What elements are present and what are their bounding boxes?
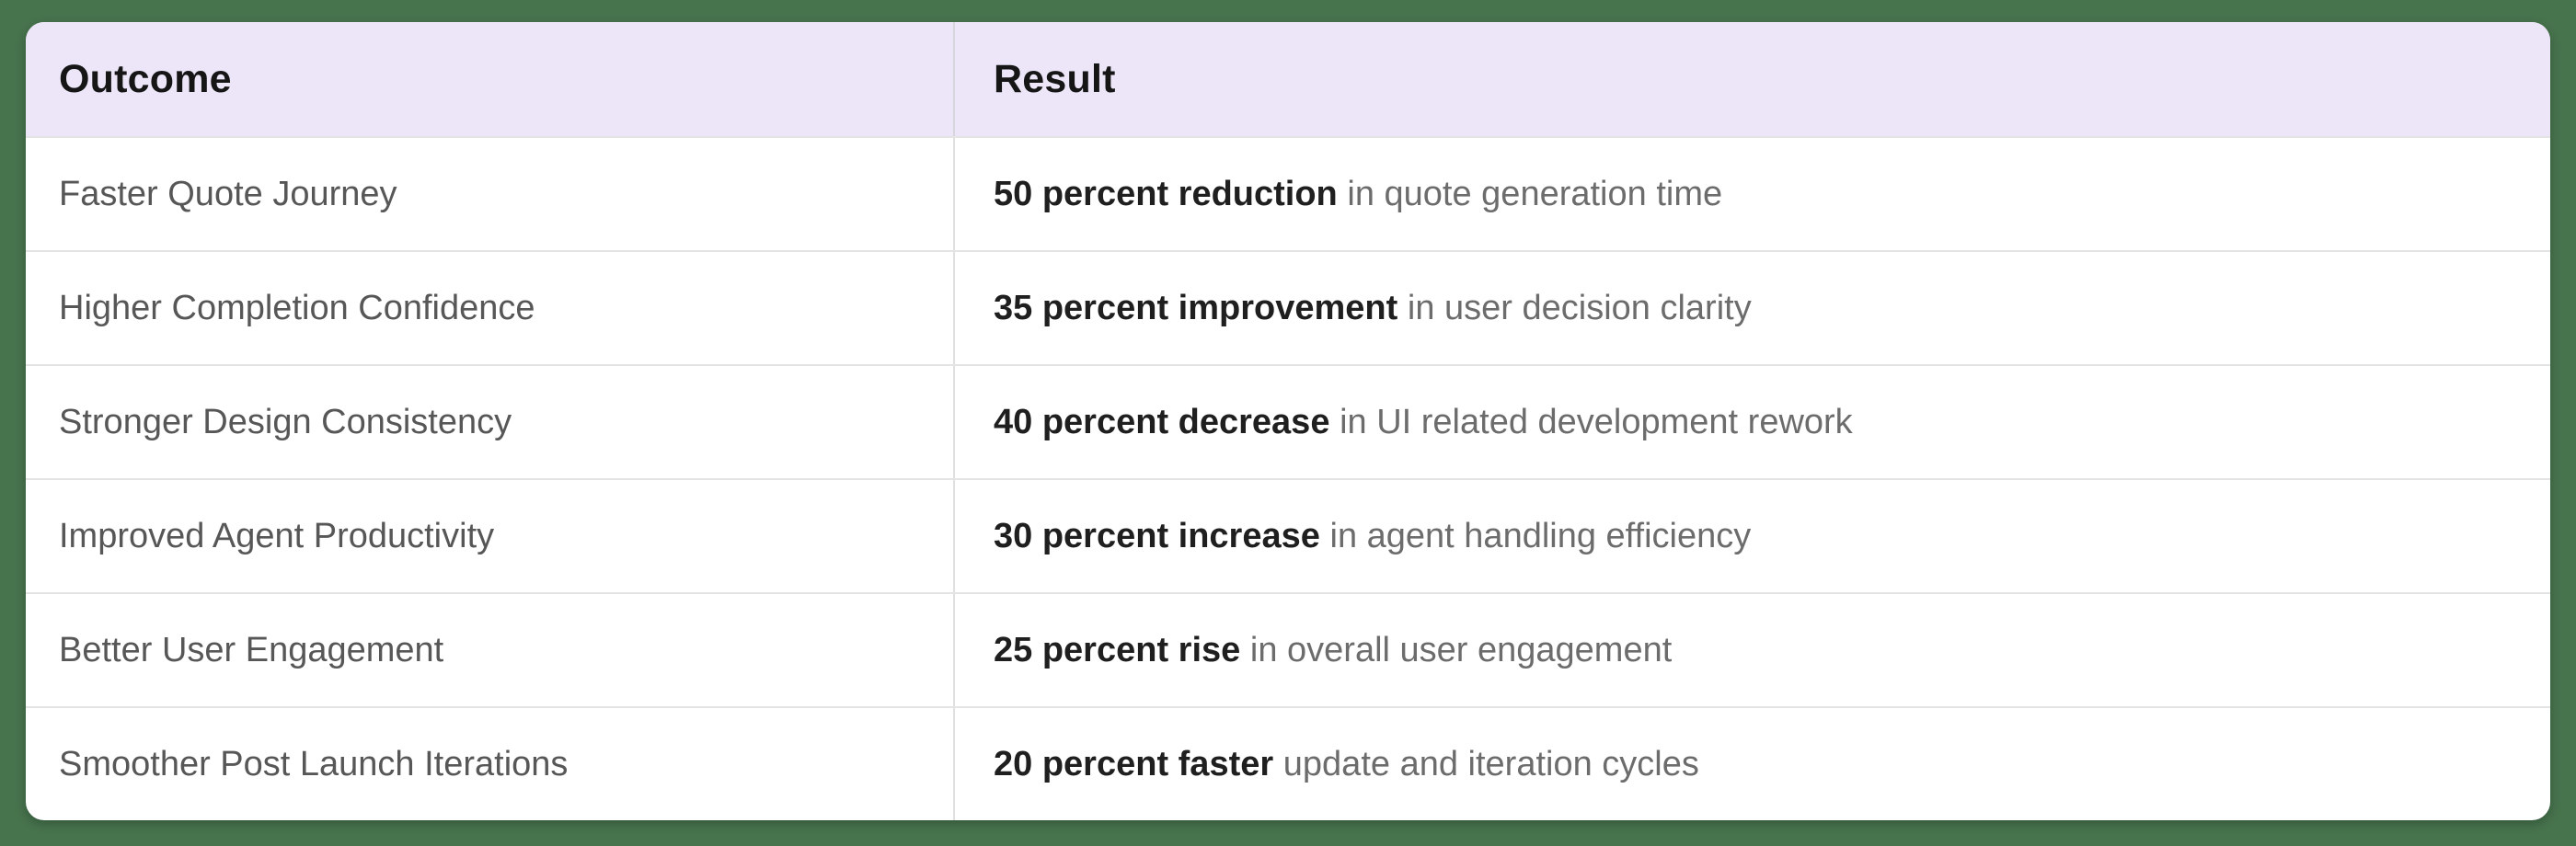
result-text: 20 percent faster update and iteration cy… [994, 745, 1699, 784]
result-cell: 35 percent improvement in user decision c… [953, 252, 2550, 364]
result-text: 25 percent rise in overall user engagemen… [994, 631, 1672, 670]
result-column-label: Result [994, 56, 1116, 101]
outcome-cell: Smoother Post Launch Iterations [26, 708, 953, 820]
header-cell-result: Result [953, 22, 2550, 136]
table-row: Better User Engagement 25 percent rise in… [26, 592, 2550, 706]
result-detail: update and iteration cycles [1282, 744, 1699, 783]
result-text: 40 percent decrease in UI related develop… [994, 403, 1853, 442]
table-row: Smoother Post Launch Iterations 20 perce… [26, 706, 2550, 820]
header-cell-outcome: Outcome [26, 22, 953, 136]
result-emphasis: 30 percent increase [994, 516, 1320, 555]
result-detail: in UI related development rework [1340, 402, 1853, 441]
result-emphasis: 50 percent reduction [994, 174, 1338, 213]
result-cell: 25 percent rise in overall user engagemen… [953, 594, 2550, 706]
result-cell: 40 percent decrease in UI related develop… [953, 366, 2550, 478]
outcome-text: Better User Engagement [59, 630, 444, 669]
results-table-card: Outcome Result Faster Quote Journey 50 p… [26, 22, 2550, 820]
result-emphasis: 25 percent rise [994, 630, 1241, 669]
outcome-cell: Faster Quote Journey [26, 138, 953, 250]
outcome-text: Stronger Design Consistency [59, 402, 512, 441]
result-detail: in quote generation time [1347, 174, 1723, 213]
result-emphasis: 35 percent improvement [994, 288, 1398, 327]
outcome-cell: Higher Completion Confidence [26, 252, 953, 364]
table-row: Faster Quote Journey 50 percent reductio… [26, 136, 2550, 250]
outcome-text: Faster Quote Journey [59, 174, 397, 213]
result-detail: in agent handling efficiency [1329, 516, 1752, 555]
result-text: 30 percent increase in agent handling eff… [994, 517, 1751, 556]
outcome-text: Improved Agent Productivity [59, 516, 495, 555]
result-cell: 20 percent faster update and iteration cy… [953, 708, 2550, 820]
result-emphasis: 20 percent faster [994, 744, 1274, 783]
outcome-text: Higher Completion Confidence [59, 288, 535, 327]
outcome-column-label: Outcome [59, 56, 232, 101]
result-cell: 50 percent reduction in quote generation … [953, 138, 2550, 250]
table-header-row: Outcome Result [26, 22, 2550, 136]
table-row: Improved Agent Productivity 30 percent i… [26, 478, 2550, 592]
table-row: Stronger Design Consistency 40 percent d… [26, 364, 2550, 478]
result-text: 50 percent reduction in quote generation … [994, 175, 1722, 214]
table-row: Higher Completion Confidence 35 percent … [26, 250, 2550, 364]
result-cell: 30 percent increase in agent handling eff… [953, 480, 2550, 592]
result-detail: in user decision clarity [1407, 288, 1752, 327]
outcome-cell: Improved Agent Productivity [26, 480, 953, 592]
result-emphasis: 40 percent decrease [994, 402, 1330, 441]
outcome-cell: Better User Engagement [26, 594, 953, 706]
result-text: 35 percent improvement in user decision c… [994, 289, 1752, 328]
outcome-text: Smoother Post Launch Iterations [59, 744, 569, 783]
result-detail: in overall user engagement [1249, 630, 1673, 669]
outcome-cell: Stronger Design Consistency [26, 366, 953, 478]
